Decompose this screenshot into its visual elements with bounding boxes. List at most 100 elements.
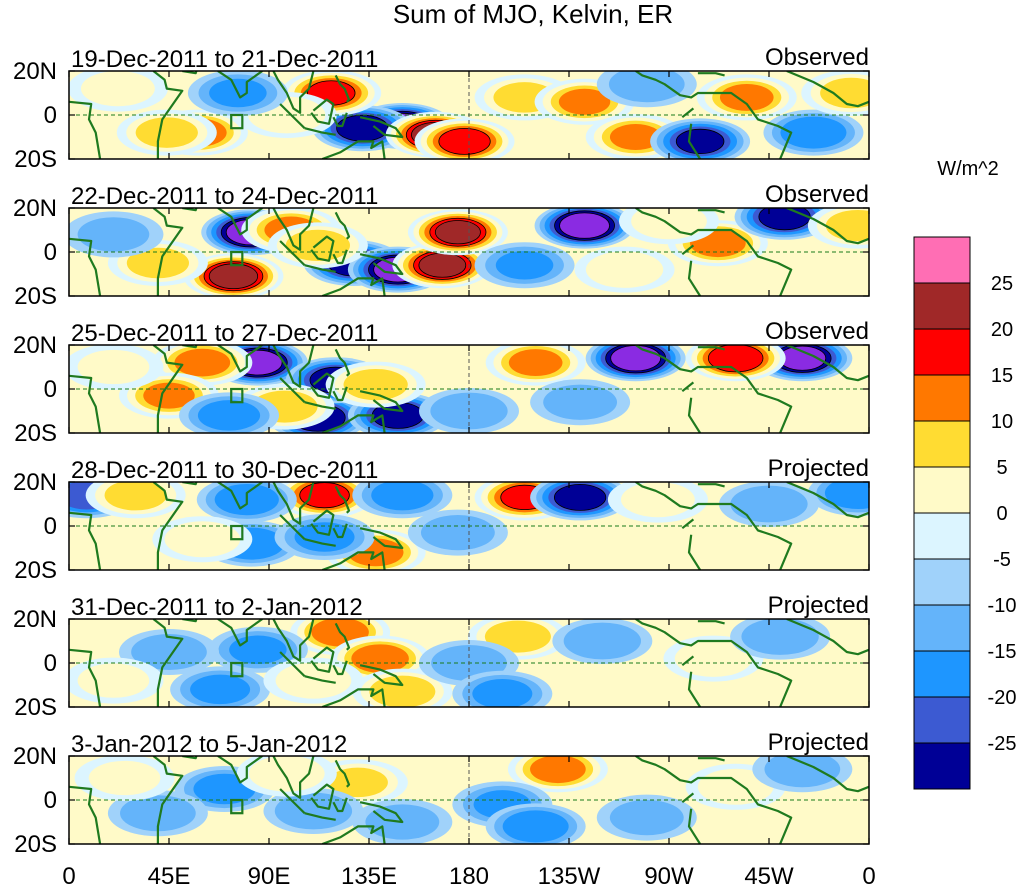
coastline (272, 482, 315, 525)
contour-level (558, 88, 611, 115)
coastline (321, 688, 386, 707)
anomaly-blob (807, 482, 869, 516)
y-tick-label: 20S (14, 420, 57, 447)
panel: 25-Dec-2011 to 27-Dec-2011 Observed 20N 0 20… (13, 318, 870, 447)
region-box (230, 661, 244, 678)
y-tick-label: 20N (13, 58, 57, 85)
coastline (217, 756, 263, 784)
coastline (635, 619, 793, 707)
anomaly-blob (69, 71, 168, 112)
coastlines (69, 345, 869, 433)
coastline (697, 483, 725, 488)
coastline (272, 619, 315, 662)
y-tick-label: 20N (13, 195, 57, 222)
coastline (359, 390, 404, 413)
contour-level (674, 640, 753, 677)
anomaly-blob (452, 670, 553, 707)
anomaly-blob (650, 118, 751, 159)
anomaly-blob (596, 794, 697, 841)
coastline (152, 482, 184, 570)
coastline (687, 260, 702, 296)
anomaly-blob (485, 803, 586, 844)
coastline (359, 801, 404, 824)
coastlines (69, 619, 869, 707)
contour-level (508, 349, 563, 377)
y-tick-label: 0 (44, 376, 57, 403)
coastline (681, 244, 695, 256)
contour-level (530, 756, 586, 784)
x-axis: 0 45E 90E 135E 180 135W 90W 45W 0 (62, 863, 875, 889)
coastline (69, 785, 102, 844)
anomaly-blob (69, 211, 164, 258)
coastline (359, 116, 404, 139)
coastline (217, 482, 263, 510)
contour-level (120, 795, 196, 832)
region-box (230, 250, 244, 267)
coastline (272, 345, 315, 388)
coastline (152, 71, 184, 159)
y-tick-label: 20N (13, 606, 57, 633)
contour-level (80, 71, 155, 107)
coastline (310, 372, 335, 399)
anomaly-blob (74, 756, 175, 801)
y-tick-label: 0 (44, 513, 57, 540)
contour-level (730, 485, 808, 523)
panel-status: Projected (768, 455, 869, 482)
anomaly-blob (619, 208, 719, 245)
coastline (332, 112, 348, 128)
y-tick-label: 0 (44, 102, 57, 129)
x-tick-label: 180 (449, 863, 489, 889)
coastline (635, 482, 793, 570)
coastline (217, 619, 263, 647)
anomaly-blob (69, 345, 164, 390)
contour-level (131, 634, 207, 670)
anomaly-blob (183, 253, 284, 296)
panel: 28-Dec-2011 to 30-Dec-2011 Projected 20N 0 2… (13, 455, 870, 584)
coastline (334, 211, 351, 240)
panel: 31-Dec-2011 to 2-Jan-2012 Projected 20N 0 20… (13, 592, 870, 721)
panel-field (69, 482, 869, 570)
anomaly-blob (752, 756, 853, 793)
contour-level (420, 514, 495, 551)
panel-field (69, 619, 869, 707)
coastline (304, 401, 336, 410)
panel-date-range: 19-Dec-2011 to 21-Dec-2011 (71, 46, 378, 73)
contour-level (343, 368, 408, 401)
contour-level (438, 127, 491, 155)
contour-level (608, 71, 685, 103)
panel-field (69, 208, 869, 296)
coastline (697, 209, 725, 214)
contour-level (559, 212, 610, 239)
x-tick-label: 135E (341, 863, 397, 889)
anomaly-blob (552, 619, 653, 664)
coastline (321, 140, 386, 159)
coastline (697, 620, 725, 625)
y-tick-label: 20S (14, 694, 57, 721)
colorbar-tick-label: 25 (991, 273, 1013, 295)
contour-level (741, 619, 819, 655)
coastline (69, 237, 102, 296)
coastline (69, 374, 102, 433)
coastline (217, 71, 263, 99)
anomaly-blob (107, 790, 208, 837)
coastline (681, 792, 695, 804)
y-tick-label: 20S (14, 283, 57, 310)
y-tick-label: 20N (13, 469, 57, 496)
coastlines (69, 71, 869, 159)
colorbar-tick-label: -5 (993, 549, 1011, 571)
panel-date-range: 25-Dec-2011 to 27-Dec-2011 (71, 320, 378, 347)
coastline (332, 386, 348, 402)
anomaly-blob (263, 657, 364, 704)
coastline (786, 619, 869, 656)
panel-status: Observed (765, 181, 869, 208)
coastline (697, 346, 725, 351)
panel-field (69, 756, 869, 844)
colorbar-swatch (913, 650, 971, 698)
coastline (687, 671, 702, 707)
anomaly-blob (116, 109, 217, 156)
anomaly-blob (685, 345, 786, 382)
anomaly-blob (719, 482, 819, 527)
coastline (272, 756, 315, 799)
coastline (304, 675, 336, 684)
